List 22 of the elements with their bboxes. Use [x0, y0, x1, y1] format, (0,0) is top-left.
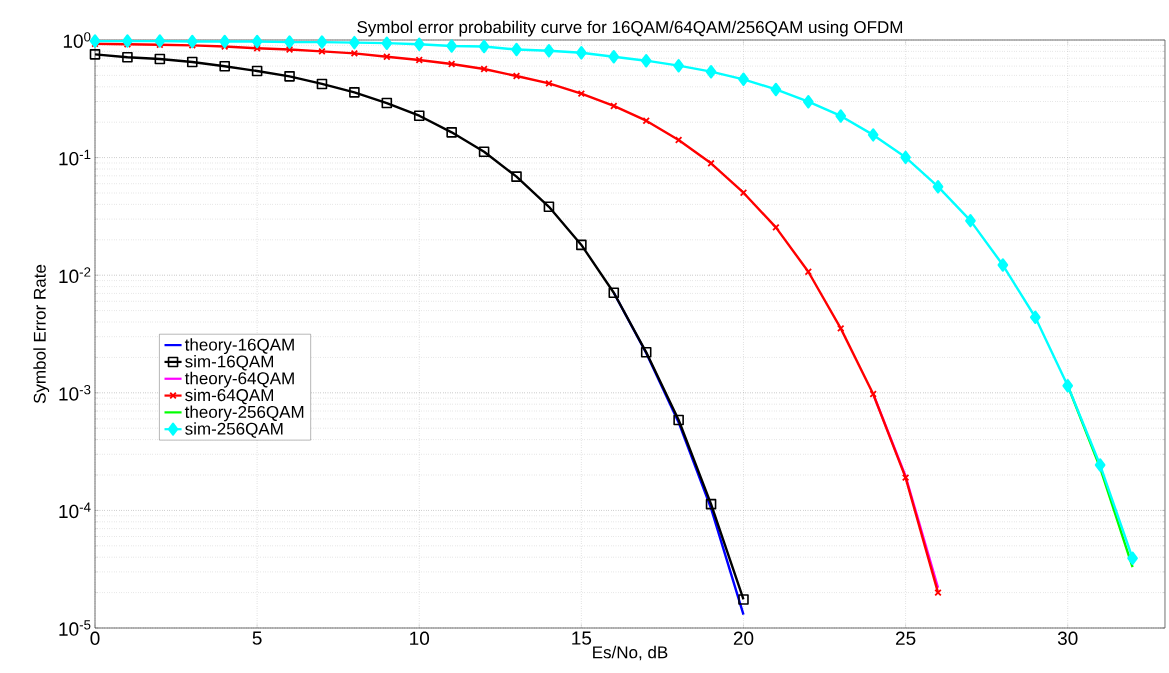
- y-tick-label: 10$^{-1}$: [59, 149, 91, 166]
- legend-label: sim-16QAM: [185, 355, 273, 371]
- x-tick-label: 10: [410, 631, 430, 645]
- x-tick-label: 5: [252, 631, 262, 645]
- x-tick-label: 20: [733, 631, 754, 645]
- legend-label: theory-64QAM: [184, 371, 294, 388]
- x-axis-title: Es/No, dB: [593, 645, 668, 661]
- chart-title: Symbol error probability curve for 16QAM/64QAM/256QAM using OFDM: [357, 20, 903, 37]
- x-tick-label: 0: [90, 631, 100, 645]
- x-tick-label: 30: [1057, 631, 1078, 645]
- y-tick-label: 10$^{-5}$: [59, 620, 91, 636]
- legend-label: sim-64QAM: [185, 388, 273, 405]
- legend-label: theory-16QAM: [184, 338, 294, 355]
- legend-label: theory-256QAM: [184, 405, 304, 422]
- x-tick-label: 25: [895, 631, 916, 645]
- legend-label: sim-256QAM: [185, 422, 283, 438]
- y-tick-label: 10$^{0}$: [63, 32, 91, 48]
- x-tick-label: 15: [572, 631, 592, 645]
- y-tick-label: 10$^{-2}$: [59, 267, 91, 284]
- y-axis-title: Symbol Error Rate: [33, 264, 50, 404]
- y-tick-label: 10$^{-4}$: [59, 502, 91, 519]
- y-tick-label: 10$^{-3}$: [59, 384, 91, 401]
